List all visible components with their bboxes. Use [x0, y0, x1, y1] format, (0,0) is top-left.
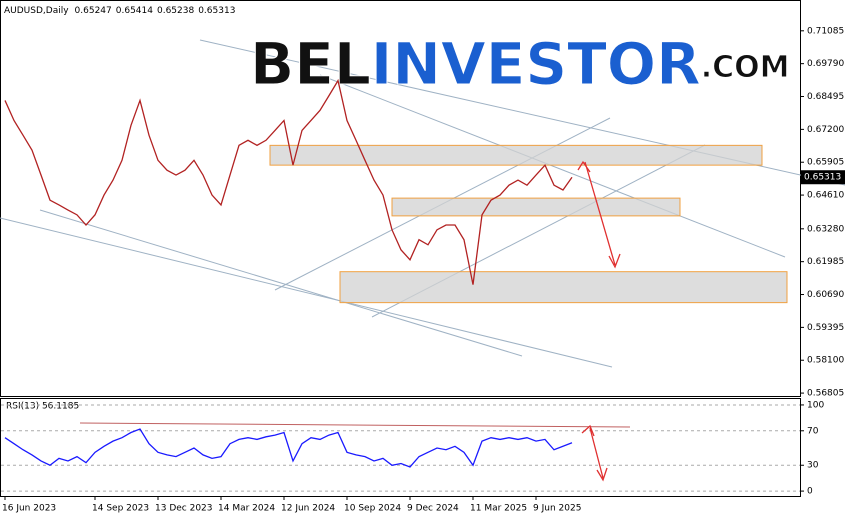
low: 0.65238: [157, 6, 194, 16]
x-tick-label: 16 Jun 2023: [2, 504, 56, 514]
header: AUDUSD,Daily 0.65247 0.65414 0.65238 0.65313: [4, 6, 235, 16]
y-tick-label: 0.67200: [807, 125, 844, 135]
y-tick-label: 0.71085: [807, 26, 844, 36]
open: 0.65247: [75, 6, 112, 16]
high: 0.65414: [116, 6, 153, 16]
x-tick-label: 14 Mar 2024: [218, 504, 275, 514]
price-pane: [0, 0, 801, 397]
trend-line: [39, 209, 523, 357]
rsi-pane: [0, 398, 801, 497]
y-tick-label: 0.61985: [807, 257, 844, 267]
y-tick-label: 0.60690: [807, 290, 844, 300]
y-tick-label: 0: [807, 487, 813, 497]
rsi-title: RSI(13) 56.1185: [6, 402, 79, 412]
y-tick-label: 0.69790: [807, 59, 844, 69]
y-tick-label: 30: [807, 461, 819, 471]
price-box: [801, 170, 845, 185]
x-tick-label: 9 Jun 2025: [533, 504, 581, 514]
close: 0.65313: [198, 6, 235, 16]
x-tick-label: 9 Dec 2024: [407, 504, 459, 514]
y-tick-label: 0.65905: [807, 158, 844, 168]
rsi-trend-line: [79, 422, 631, 428]
watermark: BELINVESTOR.COM: [250, 30, 790, 98]
y-tick-label: 0.56805: [807, 389, 844, 399]
zone: [269, 144, 763, 166]
watermark-part: .COM: [701, 50, 790, 85]
x-tick-label: 10 Sep 2024: [344, 504, 401, 514]
x-tick-label: 13 Dec 2023: [155, 504, 213, 514]
y-tick-label: 100: [807, 400, 824, 410]
trend-line: [319, 74, 786, 258]
zone: [339, 271, 788, 304]
y-tick-label: 0.63280: [807, 224, 844, 234]
y-tick-label: 70: [807, 426, 819, 436]
series-line: [4, 428, 573, 468]
watermark-part: BEL: [250, 30, 371, 98]
price-label: 0.65313: [804, 173, 841, 183]
y-tick-label: 0.58100: [807, 356, 844, 366]
watermark-part: INVESTOR: [371, 30, 701, 98]
y-tick-label: 0.59395: [807, 323, 844, 333]
x-tick-label: 14 Sep 2023: [92, 504, 149, 514]
y-tick-label: 0.64610: [807, 191, 844, 201]
series-line: [4, 78, 573, 285]
symbol: AUDUSD,Daily: [4, 6, 69, 16]
x-tick-label: 12 Jun 2024: [281, 504, 335, 514]
trend-line: [0, 217, 613, 368]
arrow: [577, 160, 621, 269]
zone: [391, 197, 681, 217]
arrow: [581, 424, 608, 482]
x-tick-label: 11 Mar 2025: [470, 504, 527, 514]
y-tick-label: 0.68495: [807, 92, 844, 102]
